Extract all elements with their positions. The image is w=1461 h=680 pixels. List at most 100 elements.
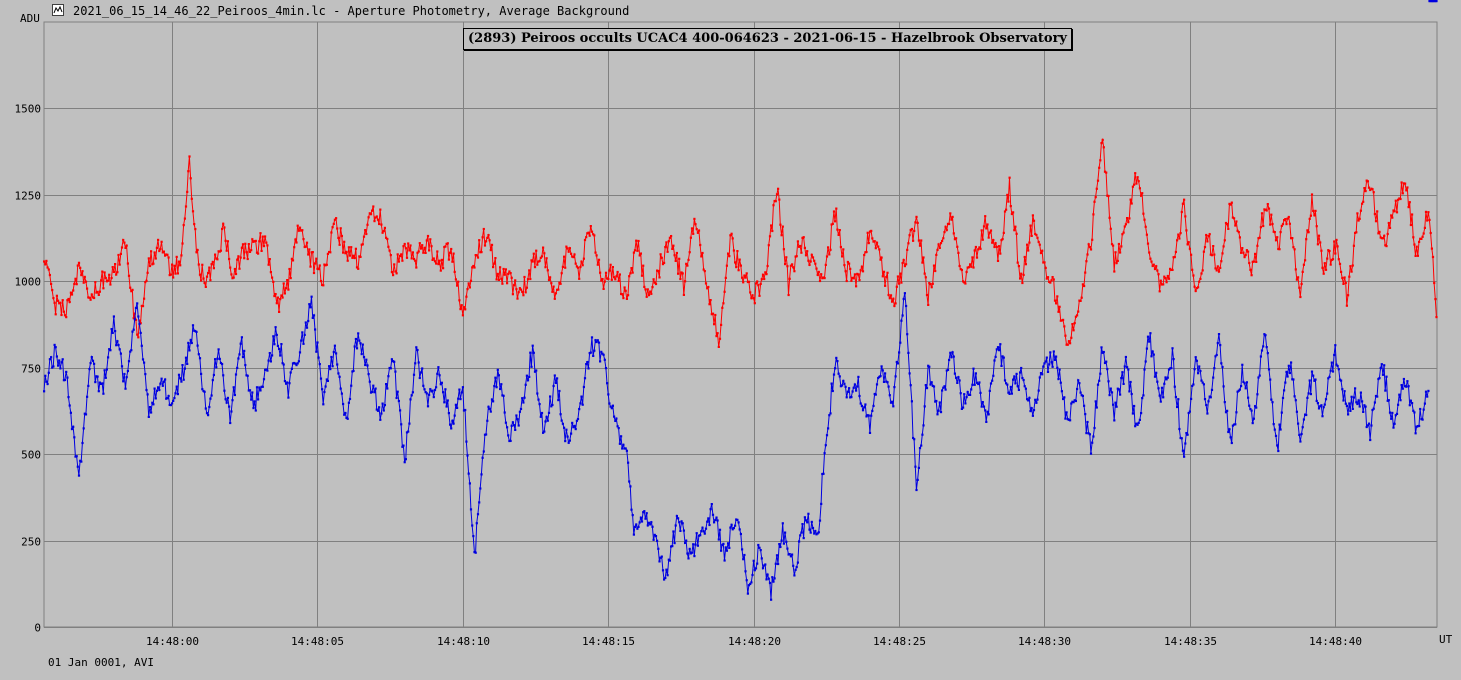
data-point-comparison <box>971 256 974 259</box>
data-point-target <box>1122 382 1125 385</box>
data-point-comparison <box>1062 318 1065 321</box>
data-point-target <box>229 421 232 425</box>
data-point-target <box>1103 361 1107 365</box>
data-point-target <box>1324 398 1328 401</box>
data-point-target <box>1349 409 1352 412</box>
data-point-target <box>1197 372 1200 375</box>
data-point-comparison <box>965 270 968 274</box>
data-point-target <box>1406 380 1409 383</box>
data-point-target <box>90 356 93 359</box>
data-point-target <box>882 380 886 383</box>
data-point-target <box>537 398 540 401</box>
data-point-target <box>959 392 962 395</box>
data-point-target <box>465 440 468 443</box>
data-point-comparison <box>1277 247 1280 251</box>
data-point-target <box>471 524 474 527</box>
data-point-comparison <box>417 250 420 253</box>
data-point-comparison <box>1214 267 1217 270</box>
data-point-target <box>1156 380 1159 383</box>
data-point-comparison <box>289 277 292 280</box>
data-point-comparison <box>918 244 922 247</box>
data-point-comparison <box>932 264 936 267</box>
data-point-target <box>133 318 136 321</box>
data-point-target <box>596 339 599 342</box>
data-point-comparison <box>1113 270 1116 273</box>
data-point-target <box>830 382 833 385</box>
data-point-target <box>160 377 163 380</box>
data-point-target <box>460 391 463 394</box>
x-tick-label: 14:48:10 <box>437 635 490 648</box>
data-point-comparison <box>1345 304 1348 307</box>
data-point-target <box>925 387 929 390</box>
data-point-comparison <box>518 287 521 290</box>
data-point-comparison <box>1243 256 1246 259</box>
data-point-comparison <box>1053 299 1057 302</box>
data-point-comparison <box>346 259 349 262</box>
app-icon[interactable] <box>52 4 64 16</box>
data-point-comparison <box>321 283 324 287</box>
data-point-comparison <box>664 246 667 249</box>
data-point-target <box>793 574 796 577</box>
data-point-target <box>400 423 403 426</box>
data-point-target <box>125 376 128 379</box>
data-point-target <box>61 358 64 361</box>
data-point-comparison <box>643 285 646 288</box>
data-point-comparison <box>154 257 157 260</box>
data-point-comparison <box>311 251 314 254</box>
data-point-target <box>969 393 972 396</box>
data-point-comparison <box>1200 272 1203 275</box>
data-point-comparison <box>146 271 149 274</box>
data-point-comparison <box>928 282 931 285</box>
data-point-target <box>408 422 411 425</box>
data-point-comparison <box>1293 248 1296 251</box>
data-point-comparison <box>1426 219 1429 222</box>
data-point-target <box>651 525 654 528</box>
data-point-target <box>1362 410 1365 413</box>
data-point-comparison <box>539 256 542 259</box>
data-point-target <box>589 351 592 354</box>
data-point-target <box>749 582 752 585</box>
data-point-comparison <box>727 252 730 255</box>
data-point-comparison <box>307 253 310 256</box>
data-point-comparison <box>914 221 917 224</box>
data-point-target <box>1064 417 1067 420</box>
data-point-comparison <box>234 272 238 276</box>
data-point-comparison <box>692 232 695 235</box>
data-point-comparison <box>625 297 628 300</box>
data-point-target <box>885 380 888 383</box>
data-point-target <box>321 388 324 391</box>
data-point-target <box>928 365 931 368</box>
data-point-comparison <box>1020 272 1023 275</box>
data-point-target <box>359 342 362 345</box>
data-point-comparison <box>765 273 768 276</box>
data-point-comparison <box>1179 232 1182 235</box>
data-point-target <box>895 360 898 364</box>
data-point-comparison <box>1242 251 1245 254</box>
data-point-target <box>188 349 191 352</box>
data-point-comparison <box>594 251 597 254</box>
data-point-comparison <box>1237 231 1240 234</box>
data-point-comparison <box>267 263 270 266</box>
data-point-comparison <box>282 282 285 285</box>
data-point-target <box>60 361 63 364</box>
data-point-comparison <box>597 258 601 261</box>
data-point-target <box>939 411 943 414</box>
data-point-comparison <box>268 258 271 261</box>
data-point-target <box>540 411 544 415</box>
data-point-target <box>1347 413 1350 416</box>
data-point-target <box>980 405 983 408</box>
data-point-target <box>444 388 447 391</box>
data-point-target <box>485 433 488 436</box>
data-point-target <box>272 335 275 338</box>
data-point-comparison <box>169 273 172 276</box>
data-point-target <box>784 531 787 534</box>
data-point-target <box>1327 377 1330 380</box>
data-point-comparison <box>1093 200 1096 203</box>
data-point-comparison <box>429 238 432 241</box>
data-point-target <box>1416 425 1419 428</box>
data-point-target <box>282 363 285 366</box>
data-point-target <box>1350 395 1353 398</box>
data-point-target <box>43 390 46 393</box>
data-point-target <box>912 436 915 440</box>
data-point-comparison <box>395 272 398 275</box>
